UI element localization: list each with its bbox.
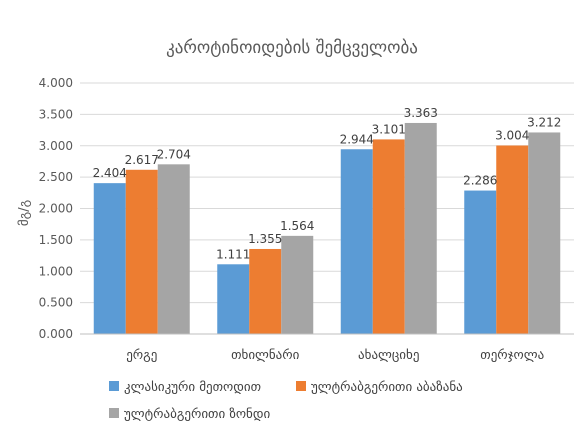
bar: [372, 139, 405, 334]
x-tick-label: თხილნარი: [231, 348, 300, 363]
y-tick-label: 1.000: [39, 264, 73, 278]
data-label: 3.004: [495, 128, 529, 142]
bar: [249, 248, 282, 334]
axes: 0.000 0.500 1.000 1.500 2.000 2.500 3.000 3.500…: [39, 76, 574, 363]
y-tick-label: 2.500: [39, 170, 73, 184]
x-tick-label: ახალციხე: [358, 348, 419, 363]
bar: [217, 264, 250, 334]
bar: [340, 149, 373, 334]
y-axis-label: მგ/გ: [17, 200, 32, 226]
data-label: 1.355: [248, 232, 282, 246]
bar: [404, 122, 437, 335]
y-tick-label: 3.000: [39, 139, 73, 153]
chart-title: კაროტინოიდების შემცველობა: [166, 38, 418, 58]
data-label: 3.212: [527, 115, 561, 129]
legend-label: ულტრაბგერითი ზონდი: [124, 407, 270, 422]
y-tick-label: 4.000: [39, 76, 73, 90]
data-label: 2.617: [125, 153, 159, 167]
data-label: 2.944: [340, 132, 374, 146]
data-label: 3.101: [372, 122, 406, 136]
y-tick-label: 2.000: [39, 202, 73, 216]
bars: [93, 122, 561, 335]
x-tick-label: თერჯოლა: [480, 348, 544, 363]
x-tick-label: ერგე: [126, 348, 157, 363]
bar: [93, 183, 126, 334]
bar: [496, 145, 529, 334]
legend-swatch: [296, 381, 306, 391]
data-label: 2.704: [157, 147, 191, 161]
bar: [281, 235, 314, 334]
bar: [528, 132, 561, 334]
bar: [125, 169, 158, 334]
bar: [157, 164, 190, 334]
legend-label: კლასიკური მეთოდით: [124, 380, 261, 395]
y-tick-label: 1.500: [39, 233, 73, 247]
data-label: 3.363: [404, 106, 438, 120]
data-label: 1.564: [280, 219, 314, 233]
legend-label: ულტრაბგერითი აბაზანა: [311, 380, 463, 395]
y-tick-label: 0.000: [39, 327, 73, 341]
y-tick-label: 3.500: [39, 107, 73, 121]
data-label: 2.404: [93, 166, 127, 180]
data-label: 2.286: [463, 174, 497, 188]
legend-swatch: [109, 408, 119, 418]
y-tick-label: 0.500: [39, 296, 73, 310]
legend-swatch: [109, 381, 119, 391]
bar: [464, 190, 497, 334]
data-label: 1.111: [216, 247, 250, 261]
legend: კლასიკური მეთოდით ულტრაბგერითი აბაზანა ულტ…: [109, 380, 463, 422]
